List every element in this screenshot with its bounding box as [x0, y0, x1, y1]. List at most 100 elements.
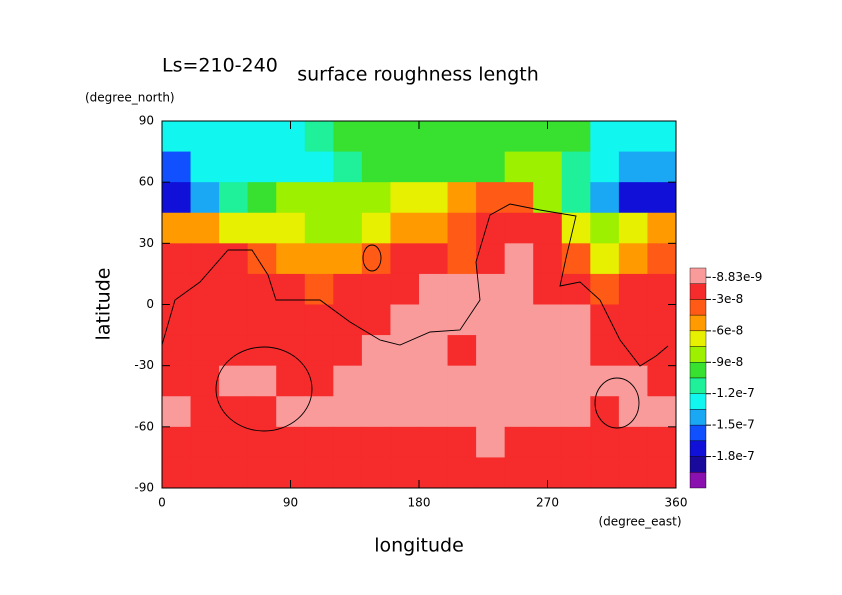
field-cell: [533, 426, 563, 458]
field-cell: [219, 273, 249, 305]
colorbar-box: [689, 314, 707, 332]
field-cell: [247, 273, 277, 305]
field-cell: [419, 243, 449, 275]
field-cell: [247, 396, 277, 428]
field-cell: [504, 304, 534, 336]
field-cell: [333, 335, 363, 367]
colorbar: -8.83e-9 -3e-8 -6e-8 -9e-8 -1.2e-7 -1.5e-7 -1.…: [689, 267, 762, 489]
field-cell: [504, 121, 534, 153]
field-cell: [190, 182, 220, 214]
y-axis-label: latitude: [93, 268, 115, 341]
colorbar-box: [689, 393, 707, 410]
field-cell: [504, 426, 534, 458]
field-cell: [618, 335, 648, 367]
field-cell: [304, 121, 334, 153]
field-cell: [190, 273, 220, 305]
field-cell: [476, 151, 506, 183]
annotation: Ls=210-240: [162, 55, 278, 77]
elysium-contour: [362, 244, 382, 272]
field-cell: [419, 151, 449, 183]
field-cell: [647, 304, 677, 336]
field-cell: [476, 396, 506, 428]
field-cell: [618, 243, 648, 275]
field-cell: [162, 182, 192, 214]
field-cell: [276, 365, 306, 397]
colorbar-box: [689, 362, 707, 379]
colorbar-box: [689, 283, 707, 300]
argyre-contour: [594, 377, 640, 429]
field-cell: [333, 457, 363, 489]
field-cell: [476, 121, 506, 153]
field-cell: [647, 396, 677, 428]
colorbar-tick-label: -9e-8: [712, 355, 743, 369]
field-cell: [447, 151, 477, 183]
field-cell: [247, 151, 277, 183]
field-cell: [618, 304, 648, 336]
field-cell: [476, 304, 506, 336]
field-cell: [647, 121, 677, 153]
field-cell: [219, 151, 249, 183]
field-cell: [533, 304, 563, 336]
field-cell: [247, 182, 277, 214]
field-cell: [390, 335, 420, 367]
field-cell: [190, 304, 220, 336]
field-cell: [304, 457, 334, 489]
field-cell: [162, 426, 192, 458]
field-cell: [504, 182, 534, 214]
colorbar-tick-label: -1.2e-7: [712, 386, 755, 400]
field-cell: [447, 273, 477, 305]
field-cell: [304, 243, 334, 275]
field-cell: [561, 426, 591, 458]
field-cell: [504, 151, 534, 183]
field-cell: [618, 426, 648, 458]
field-cell: [333, 396, 363, 428]
field-cell: [419, 426, 449, 458]
field-cell: [533, 365, 563, 397]
field-cell: [333, 182, 363, 214]
field-cell: [247, 304, 277, 336]
field-cell: [247, 457, 277, 489]
field-cell: [419, 396, 449, 428]
field-cell: [219, 212, 249, 244]
field-cell: [533, 212, 563, 244]
field-cell: [419, 212, 449, 244]
field-cell: [590, 243, 620, 275]
field-cell: [561, 182, 591, 214]
field-cell: [190, 121, 220, 153]
y-tick-label: 60: [139, 175, 154, 189]
field-cell: [647, 243, 677, 275]
field-cell: [447, 365, 477, 397]
field-cell: [618, 212, 648, 244]
colorbar-box: [689, 299, 707, 316]
field-cell: [561, 304, 591, 336]
field-cell: [419, 121, 449, 153]
field-cell: [561, 121, 591, 153]
x-tick-label: 270: [536, 496, 559, 510]
field-cell: [590, 121, 620, 153]
field-cell: [647, 273, 677, 305]
field-cell: [390, 243, 420, 275]
field-cell: [190, 151, 220, 183]
field-cell: [276, 243, 306, 275]
field-cell: [219, 182, 249, 214]
field-cell: [618, 182, 648, 214]
field-cell: [447, 396, 477, 428]
field-cell: [333, 151, 363, 183]
field-cell: [247, 365, 277, 397]
field-cell: [219, 243, 249, 275]
field-cell: [618, 396, 648, 428]
field-cell: [561, 365, 591, 397]
field-cell: [590, 426, 620, 458]
x-tick-label: 0: [158, 496, 166, 510]
field-cell: [419, 182, 449, 214]
coastline: [161, 203, 669, 432]
field-cell: [504, 365, 534, 397]
x-axis-label: longitude: [374, 535, 464, 557]
field-cell: [390, 121, 420, 153]
field-cell: [590, 151, 620, 183]
field-cell: [590, 335, 620, 367]
field-cell: [504, 212, 534, 244]
field-cell: [162, 212, 192, 244]
field-cell: [476, 243, 506, 275]
